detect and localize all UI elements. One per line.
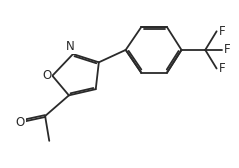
- Text: O: O: [16, 116, 25, 129]
- Text: F: F: [219, 25, 226, 38]
- Text: F: F: [224, 43, 231, 56]
- Text: F: F: [219, 62, 226, 75]
- Text: N: N: [66, 40, 75, 53]
- Text: O: O: [42, 69, 51, 82]
